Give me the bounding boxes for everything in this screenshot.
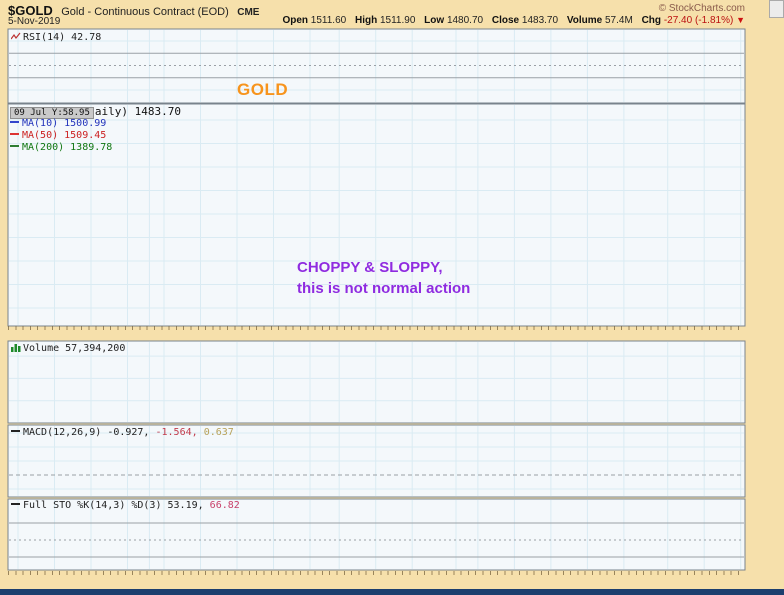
rsi-legend-text: RSI(14) 42.78 [23,32,102,43]
close-label: Close [491,15,520,26]
bottom-date-ticks [8,571,745,575]
macd-value: -0.927, [107,427,150,438]
volume-value: 57.4M [605,15,633,26]
price-plot-area[interactable] [8,104,745,326]
instrument-name: Gold - Continuous Contract (EOD) [61,6,229,18]
mid-date-ticks [8,326,745,330]
stockcharts-credit: © StockCharts.com [658,3,745,14]
ma10-legend: MA(10) 1500.99 [10,118,106,129]
volume-label: Volume [566,15,603,26]
sto-legend: Full STO %K(14,3) %D(3) 53.19, 66.82 [11,500,240,511]
chart-header: $GOLD Gold - Continuous Contract (EOD) C… [8,2,259,20]
exchange-label: CME [237,7,260,18]
sto-line-swatch [11,503,20,505]
hover-tooltip: 09 Jul Y:58.95 [10,107,94,119]
macd-plot-area[interactable] [8,425,745,497]
ma200-legend-text: MA(200) 1389.78 [22,142,113,153]
sto-k-value: 53.19, [167,500,204,511]
sto-d-value: 66.82 [209,500,240,511]
sto-plot-area[interactable] [8,499,745,570]
macd-name: MACD(12,26,9) [23,427,102,438]
change-down-arrow-icon: ▼ [736,15,745,25]
quote-summary: Open 1511.60 High 1511.90 Low 1480.70 Cl… [276,15,745,26]
macd-signal-value: -1.564, [155,427,198,438]
window-bottom-edge [0,589,784,595]
rsi-plot-area[interactable] [8,29,745,103]
chart-date: 5-Nov-2019 [8,16,61,27]
gold-annotation-label: GOLD [237,80,289,99]
choppy-annotation-text: CHOPPY & SLOPPY, this is not normal acti… [297,257,470,299]
macd-hist-value: 0.637 [203,427,234,438]
ticker-symbol: $GOLD [8,3,53,18]
volume-legend: Volume 57,394,200 [11,343,125,355]
ma50-legend: MA(50) 1509.45 [10,130,106,141]
macd-line-swatch [11,430,20,432]
open-value: 1511.60 [310,15,347,26]
volume-plot-area[interactable] [8,341,745,423]
low-label: Low [424,15,445,26]
sto-name: Full STO %K(14,3) %D(3) [23,500,162,511]
close-value: 1483.70 [521,15,559,26]
macd-legend: MACD(12,26,9) -0.927, -1.564, 0.637 [11,427,234,438]
rsi-legend: RSI(14) 42.78 [10,32,102,44]
high-value: 1511.90 [379,15,416,26]
volume-bars-icon [11,343,21,355]
low-value: 1480.70 [446,15,484,26]
chg-label: Chg [641,15,662,26]
main-title-row: 09 Jul Y:58.95 aily) 1483.70 [10,105,181,119]
ma50-legend-text: MA(50) 1509.45 [22,130,107,141]
ma200-line-swatch [10,145,19,147]
choppy-line2: this is not normal action [297,280,471,297]
high-label: High [354,15,378,26]
window-scrollbar-stub[interactable] [769,0,784,18]
ma10-line-swatch [10,121,19,123]
chg-value: -27.40 (-1.81%) [663,15,734,26]
choppy-line1: CHOPPY & SLOPPY, [297,259,443,276]
rsi-zigzag-icon [10,32,21,44]
symbol-title-partial: aily) 1483.70 [94,105,181,118]
ma50-line-swatch [10,133,19,135]
ma200-legend: MA(200) 1389.78 [10,142,112,153]
volume-legend-text: Volume 57,394,200 [23,343,126,354]
open-label: Open [282,15,308,26]
ma10-legend-text: MA(10) 1500.99 [22,118,107,129]
